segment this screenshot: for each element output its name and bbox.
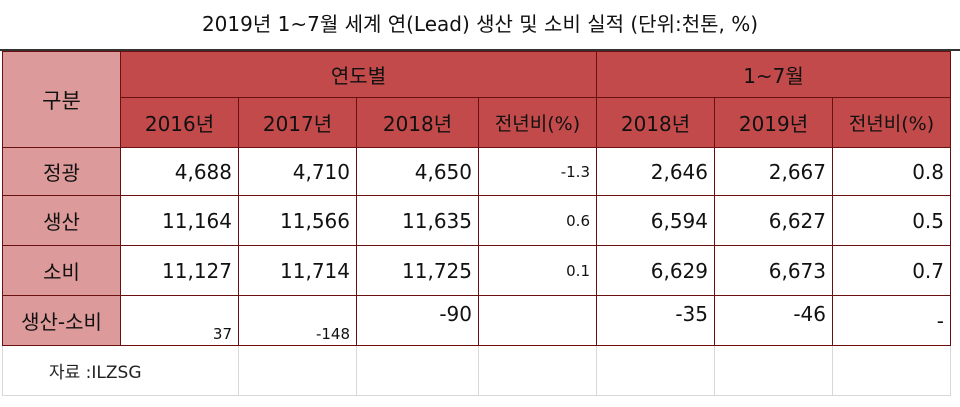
col-header-ytd-2018: 2018년: [596, 97, 715, 148]
cell: -35: [596, 295, 715, 346]
cell: 11,566: [238, 195, 357, 246]
source-note: 자료 :ILZSG: [2, 345, 239, 396]
cell: 6,627: [714, 195, 833, 246]
table-row: 생산-소비 37 -148 -90 -35 -46 -: [2, 295, 951, 346]
cell: -: [832, 295, 951, 346]
cell: -148: [238, 295, 357, 346]
table-row: 정광 4,688 4,710 4,650 -1.3 2,646 2,667 0.…: [2, 147, 951, 196]
cell: [478, 295, 597, 346]
empty-cell: [832, 345, 951, 396]
cell: 37: [120, 295, 239, 346]
cell: -46: [714, 295, 833, 346]
row-label: 생산: [2, 195, 121, 246]
col-header-ytd-yoy: 전년비(%): [832, 97, 951, 148]
cell: 11,635: [356, 195, 479, 246]
cell: 0.6: [478, 195, 597, 246]
cell: 6,594: [596, 195, 715, 246]
cell: -1.3: [478, 147, 597, 196]
cell: 0.7: [832, 245, 951, 296]
row-label: 소비: [2, 245, 121, 296]
cell: 11,164: [120, 195, 239, 246]
lead-production-table: 구분 연도별 1~7월 2016년 2017년 2018년 전년비(%) 201…: [2, 51, 951, 396]
cell: 6,629: [596, 245, 715, 296]
cell: 4,688: [120, 147, 239, 196]
col-header-annual-yoy: 전년비(%): [478, 97, 597, 148]
row-label: 정광: [2, 147, 121, 196]
row-label: 생산-소비: [2, 295, 121, 346]
col-header-2017: 2017년: [238, 97, 357, 148]
cell: 0.8: [832, 147, 951, 196]
col-header-2016: 2016년: [120, 97, 239, 148]
cell: 2,667: [714, 147, 833, 196]
col-header-2018: 2018년: [356, 97, 479, 148]
cell: 0.5: [832, 195, 951, 246]
empty-cell: [356, 345, 479, 396]
title-divider: [0, 49, 960, 51]
cell: 11,725: [356, 245, 479, 296]
cell: 11,127: [120, 245, 239, 296]
cell: 4,650: [356, 147, 479, 196]
group-header-ytd: 1~7월: [596, 51, 951, 98]
cell: 6,673: [714, 245, 833, 296]
group-header-annual: 연도별: [120, 51, 597, 98]
empty-cell: [596, 345, 715, 396]
empty-cell: [478, 345, 597, 396]
cell: 11,714: [238, 245, 357, 296]
source-row: 자료 :ILZSG: [2, 345, 951, 396]
cell: 4,710: [238, 147, 357, 196]
col-header-ytd-2019: 2019년: [714, 97, 833, 148]
cell: -90: [356, 295, 479, 346]
empty-cell: [238, 345, 357, 396]
table-title: 2019년 1~7월 세계 연(Lead) 생산 및 소비 실적 (단위:천톤,…: [201, 12, 759, 36]
corner-header: 구분: [2, 51, 121, 148]
table-row: 생산 11,164 11,566 11,635 0.6 6,594 6,627 …: [2, 195, 951, 246]
table-row: 소비 11,127 11,714 11,725 0.1 6,629 6,673 …: [2, 245, 951, 296]
cell: 0.1: [478, 245, 597, 296]
empty-cell: [714, 345, 833, 396]
cell: 2,646: [596, 147, 715, 196]
